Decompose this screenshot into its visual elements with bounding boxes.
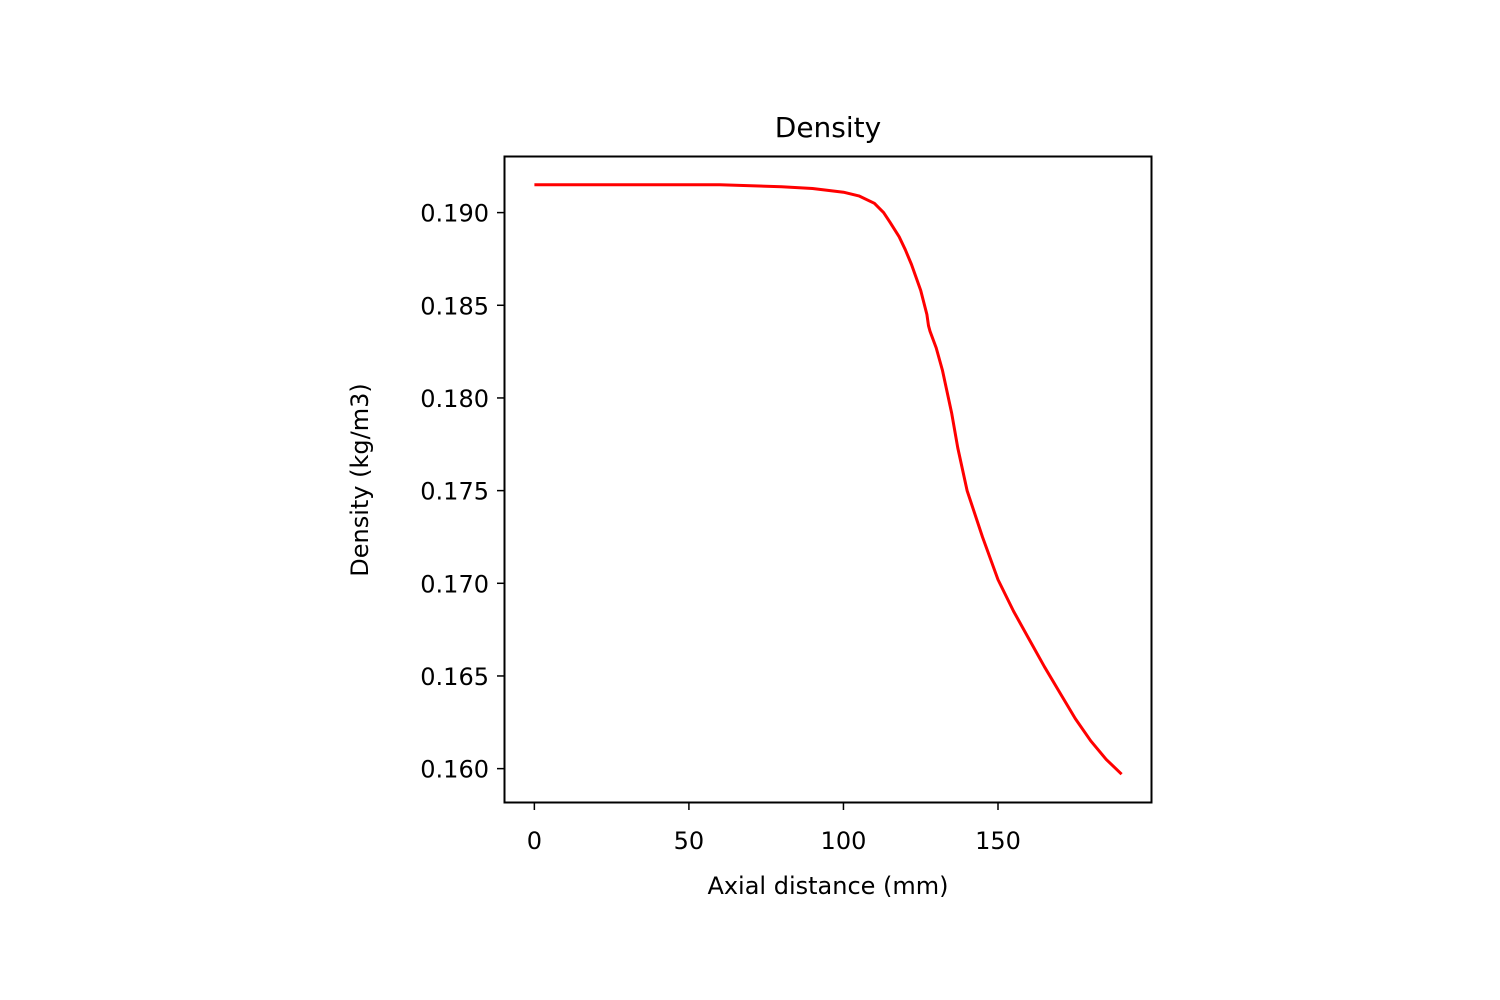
plot-area <box>503 155 1153 804</box>
x-tick-label: 150 <box>975 827 1021 855</box>
y-tick-label: 0.190 <box>420 200 489 228</box>
y-axis-label: Density (kg/m3) <box>346 383 374 576</box>
x-tick-label: 50 <box>674 827 705 855</box>
x-tick-label: 0 <box>527 827 542 855</box>
density-line <box>534 183 1123 776</box>
y-tick-label: 0.165 <box>420 663 489 691</box>
y-tick-label: 0.180 <box>420 385 489 413</box>
x-tick-label: 100 <box>821 827 867 855</box>
chart-title: Density <box>775 111 881 144</box>
x-axis: 0 50 100 150 <box>527 802 1021 855</box>
plot-frame <box>503 155 1153 804</box>
y-tick-label: 0.185 <box>420 292 489 320</box>
y-axis: 0.160 0.165 0.170 0.175 0.180 0.185 0.190 <box>420 200 505 784</box>
x-axis-label: Axial distance (mm) <box>707 872 948 900</box>
y-tick-label: 0.170 <box>420 570 489 598</box>
y-tick-label: 0.160 <box>420 756 489 784</box>
y-tick-label: 0.175 <box>420 478 489 506</box>
